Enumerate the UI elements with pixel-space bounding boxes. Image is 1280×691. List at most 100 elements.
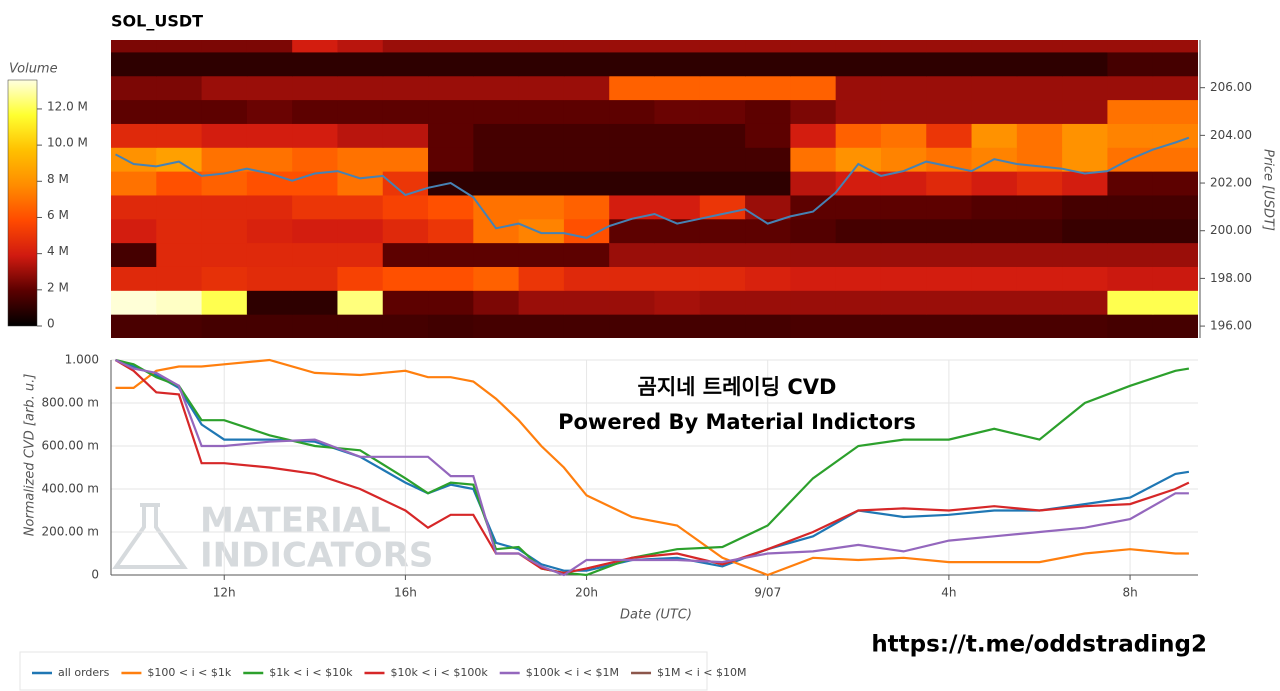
- heatmap-cell: [1152, 51, 1198, 77]
- heatmap-cell: [337, 266, 384, 291]
- heatmap-cell: [473, 314, 520, 338]
- heatmap-cell: [654, 75, 701, 101]
- heatmap-cell: [337, 75, 384, 101]
- heatmap-cell: [473, 218, 520, 244]
- heatmap-cell: [971, 314, 1018, 338]
- y2-tick-label: 206.00: [1210, 80, 1252, 94]
- heatmap-cell: [699, 99, 746, 124]
- heatmap-cell: [971, 290, 1018, 315]
- heatmap-cell: [1062, 194, 1108, 220]
- x-tick-label: 9/07: [754, 586, 781, 600]
- heatmap-cell: [971, 266, 1018, 291]
- heatmap-cell: [609, 99, 655, 124]
- heatmap-cell: [1016, 290, 1063, 315]
- heatmap-cell: [111, 314, 157, 338]
- y2-tick-label: 200.00: [1210, 223, 1252, 237]
- heatmap-cell: [1062, 147, 1108, 172]
- heatmap-cell: [382, 99, 429, 124]
- heatmap-cell: [1062, 290, 1108, 315]
- watermark-text: INDICATORS: [200, 536, 433, 576]
- heatmap-cell: [111, 51, 157, 77]
- watermark-icon: [112, 503, 188, 569]
- heatmap-cell: [292, 218, 338, 244]
- heatmap-cell: [156, 123, 203, 148]
- colorbar-tick-label: 6 M: [47, 208, 69, 222]
- y-tick-label: 600.00 m: [42, 439, 100, 453]
- heatmap-cell: [1152, 194, 1198, 220]
- heatmap-cell: [156, 40, 203, 53]
- heatmap-cell: [1107, 314, 1154, 338]
- heatmap-cell: [1016, 194, 1063, 220]
- heatmap-cell: [835, 99, 882, 124]
- heatmap-cell: [1152, 290, 1198, 315]
- heatmap-cell: [201, 242, 248, 267]
- heatmap-cell: [292, 171, 338, 196]
- series-line: [115, 358, 1190, 572]
- heatmap-cell: [518, 123, 565, 148]
- heatmap-cell: [835, 218, 882, 244]
- series-line: [115, 359, 1189, 577]
- heatmap-cell: [699, 266, 746, 291]
- heatmap-cell: [111, 123, 157, 148]
- heatmap-cell: [745, 123, 791, 148]
- colorbar-tick-label: 4 M: [47, 244, 69, 258]
- heatmap-cell: [111, 290, 157, 315]
- heatmap-cell: [790, 51, 837, 77]
- heatmap-cell: [654, 99, 701, 124]
- heatmap-cell: [156, 242, 203, 267]
- heatmap-cell: [1107, 194, 1154, 220]
- heatmap-cell: [654, 314, 701, 338]
- heatmap-cell: [699, 314, 746, 338]
- heatmap-cell: [518, 242, 565, 267]
- colorbar-tick-label: 10.0 M: [47, 136, 88, 150]
- heatmap-cell: [609, 171, 655, 196]
- heatmap-cell: [699, 194, 746, 220]
- heatmap-cell: [563, 99, 610, 124]
- heatmap-cell: [699, 75, 746, 101]
- heatmap-cell: [609, 51, 655, 77]
- heatmap-cell: [428, 266, 474, 291]
- heatmap-cell: [518, 314, 565, 338]
- colorbar-tick-label: 0: [47, 317, 55, 331]
- heatmap-cell: [971, 99, 1018, 124]
- heatmap-cell: [1016, 314, 1063, 338]
- heatmap-cell: [428, 218, 474, 244]
- heatmap-cell: [111, 99, 157, 124]
- y2-tick-label: 196.00: [1210, 319, 1252, 333]
- heatmap-cell: [111, 194, 157, 220]
- heatmap-cell: [156, 171, 203, 196]
- heatmap-cell: [790, 40, 837, 53]
- heatmap-cell: [518, 171, 565, 196]
- heatmap-cell: [1016, 51, 1063, 77]
- heatmap-cell: [473, 266, 520, 291]
- heatmap-cell: [563, 266, 610, 291]
- heatmap-cell: [246, 194, 293, 220]
- heatmap-cell: [609, 314, 655, 338]
- colorbar-tick-label: 12.0 M: [47, 99, 88, 113]
- heatmap-cell: [563, 51, 610, 77]
- colorbar-title: Volume: [9, 62, 58, 77]
- heatmap-cell: [518, 99, 565, 124]
- heatmap-cell: [156, 314, 203, 338]
- heatmap-cell: [1062, 242, 1108, 267]
- heatmap-cell: [745, 51, 791, 77]
- y-tick-label: 200.00 m: [42, 525, 100, 539]
- heatmap-cell: [1016, 99, 1063, 124]
- heatmap-cell: [111, 266, 157, 291]
- heatmap-cell: [337, 290, 384, 315]
- heatmap-cell: [926, 314, 973, 338]
- heatmap-cell: [1107, 171, 1154, 196]
- heatmap-cell: [745, 314, 791, 338]
- heatmap-cell: [382, 147, 429, 172]
- heatmap-cell: [1107, 40, 1154, 53]
- y-tick-label: 1.000: [65, 353, 99, 367]
- heatmap-cell: [790, 242, 837, 267]
- heatmap-cell: [563, 194, 610, 220]
- heatmap-cell: [790, 266, 837, 291]
- heatmap-cell: [292, 314, 338, 338]
- heatmap-cell: [428, 290, 474, 315]
- heatmap-cell: [971, 75, 1018, 101]
- heatmap-cell: [563, 218, 610, 244]
- heatmap-cell: [518, 290, 565, 315]
- heatmap-cell: [292, 266, 338, 291]
